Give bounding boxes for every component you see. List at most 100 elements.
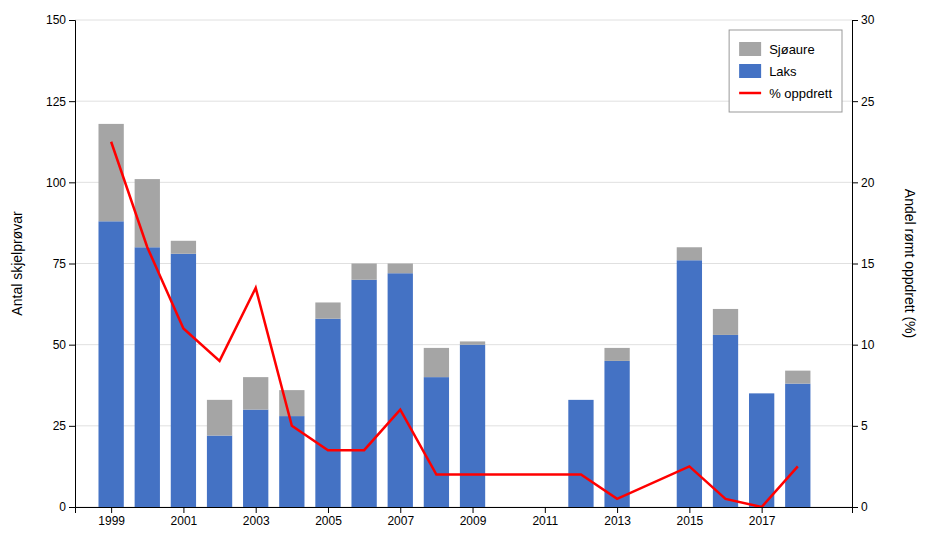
bar <box>424 377 449 507</box>
tick: 125 <box>46 95 75 109</box>
tick: 2015 <box>677 507 704 528</box>
bar <box>351 264 376 280</box>
tick: 2017 <box>749 507 776 528</box>
tick-mark <box>69 345 75 346</box>
tick-label: 2007 <box>387 514 414 528</box>
tick-label: 25 <box>861 95 875 109</box>
bar <box>243 377 268 409</box>
y2-axis: 0 5 10 15 20 25 30 <box>852 13 875 514</box>
tick-label: 2011 <box>532 514 558 528</box>
tick: 20 <box>852 176 875 190</box>
plot: 1999200120032005200720092011201320152017… <box>46 13 875 527</box>
tick-label: 2005 <box>315 514 342 528</box>
tick-mark <box>852 345 858 346</box>
tick: 0 <box>59 500 75 514</box>
legend-swatch <box>739 42 761 56</box>
tick-label: 50 <box>53 338 67 352</box>
x-axis: 1999 2001 2003 2005 2007 2009 2011 2013 2015 2017 <box>76 507 853 528</box>
tick-mark <box>69 20 75 21</box>
tick-label: 25 <box>53 419 67 433</box>
tick-mark <box>69 182 75 183</box>
tick-mark <box>69 507 75 508</box>
tick-mark <box>852 507 858 508</box>
axis-line <box>76 508 853 514</box>
tick-label: 1999 <box>98 514 125 528</box>
axis-line <box>853 21 859 508</box>
grid-line <box>75 20 852 21</box>
tick-label: 2003 <box>243 514 270 528</box>
tick-label: 2001 <box>171 514 198 528</box>
chart: 1999200120032005200720092011201320152017… <box>0 0 927 547</box>
legend-label: Laks <box>769 64 797 79</box>
tick-mark <box>69 426 75 427</box>
tick: 2013 <box>604 507 631 528</box>
bar <box>243 410 268 507</box>
tick-mark <box>545 507 546 513</box>
tick-mark <box>689 507 690 513</box>
tick: 150 <box>46 13 75 27</box>
axis-title: Andel rømt oppdrett (%) <box>902 189 918 338</box>
tick-mark <box>69 264 75 265</box>
tick-label: 20 <box>861 176 875 190</box>
tick: 75 <box>53 257 75 271</box>
bar <box>568 400 593 507</box>
tick-label: 2015 <box>677 514 704 528</box>
tick-mark <box>256 507 257 513</box>
tick-label: 2013 <box>604 514 631 528</box>
bar <box>749 393 774 507</box>
tick-label: 75 <box>53 257 67 271</box>
legend-box <box>729 30 842 112</box>
tick-label: 0 <box>861 500 868 514</box>
grid-line <box>75 182 852 183</box>
tick-label: 150 <box>46 13 66 27</box>
bar <box>677 247 702 260</box>
y-axis: 0 25 50 75 100 125 150 <box>46 13 76 514</box>
bar <box>713 309 738 335</box>
tick-mark <box>111 507 112 513</box>
tick-label: 15 <box>861 257 875 271</box>
tick: 5 <box>852 419 868 433</box>
bar <box>460 345 485 507</box>
bar <box>315 319 340 507</box>
tick-label: 0 <box>59 500 66 514</box>
tick-mark <box>69 101 75 102</box>
tick: 10 <box>852 338 875 352</box>
tick: 2001 <box>171 507 198 528</box>
tick: 30 <box>852 13 875 27</box>
bar <box>315 302 340 318</box>
tick: 2005 <box>315 507 342 528</box>
legend-swatch <box>739 92 761 95</box>
tick-mark <box>473 507 474 513</box>
legend-label: Sjøaure <box>769 42 815 57</box>
tick: 25 <box>852 95 875 109</box>
bar <box>785 384 810 507</box>
tick-mark <box>852 264 858 265</box>
bar <box>98 124 123 221</box>
legend: SjøaureLaks% oppdrett <box>729 30 842 112</box>
bar <box>604 361 629 507</box>
tick-mark <box>400 507 401 513</box>
tick-mark <box>762 507 763 513</box>
bar <box>749 393 774 394</box>
bar <box>98 221 123 507</box>
tick-mark <box>852 101 858 102</box>
bar <box>171 254 196 507</box>
bar <box>279 416 304 507</box>
tick-mark <box>617 507 618 513</box>
bar <box>568 399 593 400</box>
tick: 2009 <box>460 507 487 528</box>
bar <box>207 436 232 507</box>
grid <box>75 20 852 507</box>
tick: 15 <box>852 257 875 271</box>
tick-mark <box>852 20 858 21</box>
bar <box>604 348 629 361</box>
bar <box>207 400 232 436</box>
tick: 25 <box>53 419 75 433</box>
bar <box>388 264 413 274</box>
bar <box>135 247 160 507</box>
bar <box>351 280 376 507</box>
tick-label: 2017 <box>749 514 776 528</box>
tick: 100 <box>46 176 75 190</box>
bar <box>785 371 810 384</box>
bar <box>135 179 160 247</box>
